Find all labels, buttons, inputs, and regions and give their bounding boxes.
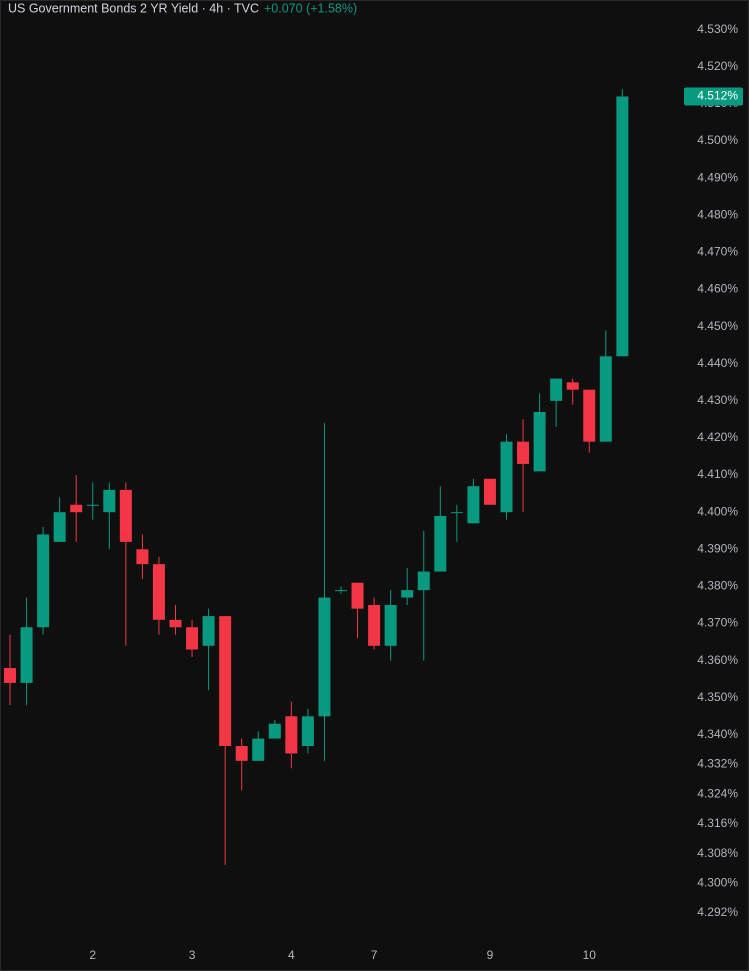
- y-tick-label: 4.350%: [697, 690, 738, 704]
- y-tick-label: 4.370%: [697, 616, 738, 630]
- y-tick-label: 4.440%: [697, 356, 738, 370]
- candle-body: [550, 378, 563, 401]
- x-tick-label: 2: [89, 948, 96, 962]
- y-tick-label: 4.530%: [697, 22, 738, 36]
- x-tick-label: 7: [371, 948, 378, 962]
- y-tick-label: 4.480%: [697, 207, 738, 221]
- candle-body: [186, 627, 199, 650]
- y-tick-label: 4.410%: [697, 467, 738, 481]
- y-tick-label: 4.400%: [697, 504, 738, 518]
- candle-body: [103, 489, 116, 513]
- candle-body: [434, 515, 447, 572]
- candle-body: [318, 597, 331, 717]
- change-label: +0.070 (+1.58%): [264, 1, 357, 15]
- candle-body: [335, 590, 347, 592]
- candle-body: [616, 96, 629, 357]
- candle-body: [202, 616, 215, 646]
- y-tick-label: 4.332%: [697, 757, 738, 771]
- candle-body: [500, 441, 513, 513]
- candle-body: [86, 504, 99, 506]
- candle-body: [37, 534, 50, 628]
- chart-title: US Government Bonds 2 YR Yield · 4h · TV…: [8, 1, 259, 15]
- last-price-box: [684, 87, 743, 106]
- y-tick-label: 4.360%: [697, 653, 738, 667]
- candle-body: [136, 549, 149, 565]
- candle-body: [70, 504, 83, 513]
- x-tick-label: 3: [189, 948, 196, 962]
- y-tick-label: 4.490%: [697, 170, 738, 184]
- candle-body: [53, 512, 66, 542]
- candle-body: [401, 590, 414, 598]
- candle-body: [169, 619, 182, 628]
- y-tick-label: 4.380%: [697, 579, 738, 593]
- candle-body: [483, 478, 496, 505]
- candle-body: [533, 411, 546, 472]
- candle-body: [566, 382, 579, 390]
- x-tick-label: 10: [583, 948, 597, 962]
- y-tick-label: 4.460%: [697, 282, 738, 296]
- x-tick-label: 9: [487, 948, 494, 962]
- candle-body: [219, 616, 232, 747]
- x-tick-label: 4: [288, 948, 295, 962]
- y-tick-label: 4.450%: [697, 319, 738, 333]
- y-tick-label: 4.308%: [697, 846, 738, 860]
- y-tick-label: 4.420%: [697, 430, 738, 444]
- candle-body: [450, 512, 463, 514]
- candle-body: [368, 604, 381, 646]
- y-tick-label: 4.500%: [697, 133, 738, 147]
- y-tick-label: 4.520%: [697, 59, 738, 73]
- candle-body: [301, 716, 314, 747]
- candle-body: [268, 723, 281, 739]
- candle-body: [517, 441, 530, 464]
- y-tick-label: 4.292%: [697, 905, 738, 919]
- candle-body: [583, 389, 596, 442]
- candle-body: [119, 489, 132, 542]
- candle-body: [285, 716, 298, 754]
- y-tick-label: 4.470%: [697, 245, 738, 259]
- candle-body: [417, 571, 430, 591]
- y-tick-label: 4.340%: [697, 727, 738, 741]
- candle-body: [384, 604, 397, 646]
- candle-body: [4, 668, 16, 683]
- candle-body: [467, 486, 480, 524]
- candle-body: [152, 564, 165, 620]
- y-tick-label: 4.324%: [697, 786, 738, 800]
- y-tick-label: 4.430%: [697, 393, 738, 407]
- candle-body: [351, 582, 364, 609]
- candle-body: [252, 738, 265, 761]
- y-tick-label: 4.390%: [697, 541, 738, 555]
- y-tick-label: 4.300%: [697, 875, 738, 889]
- last-price-label: 4.512%: [697, 89, 738, 103]
- candle-body: [20, 627, 33, 683]
- candle-body: [235, 746, 248, 761]
- y-tick-label: 4.316%: [697, 816, 738, 830]
- candle-body: [599, 356, 612, 442]
